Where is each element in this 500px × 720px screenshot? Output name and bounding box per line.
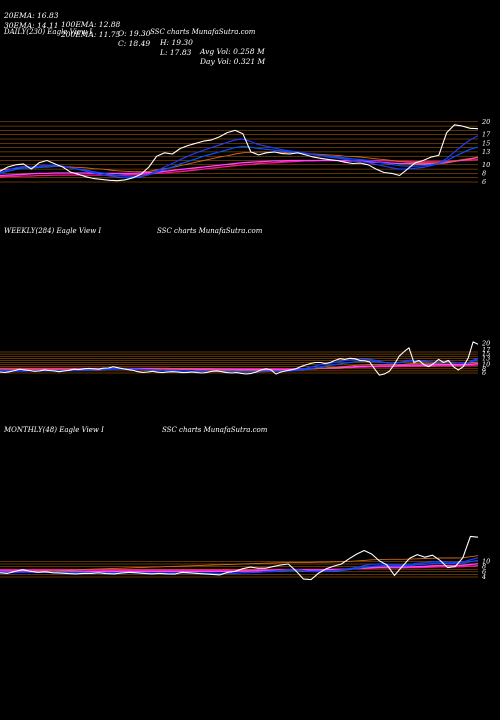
monthly-panel-title: MONTHLY(48) Eagle View I: [4, 426, 104, 434]
avg-vol-readout: Avg Vol: 0.258 M: [200, 47, 265, 56]
daily-ema100-line: [0, 156, 479, 177]
monthly-panel-watermark: SSC charts MunafaSutra.com: [162, 426, 268, 434]
monthly-ema20-line: [0, 557, 479, 575]
weekly-y-tick-label: 20: [481, 340, 490, 348]
monthly-ema100-line: [0, 563, 479, 572]
daily-panel-title: DAILY(230) Eagle View I: [4, 28, 92, 36]
daily-y-tick-label: 20: [481, 118, 490, 126]
weekly-y-tick-label: 10: [482, 361, 490, 369]
monthly-y-tick-label: 10: [482, 557, 490, 565]
monthly-y-tick-label: 8: [482, 563, 486, 571]
monthly-y-tick-label: 6: [482, 568, 486, 576]
daily-y-tick-label: 8: [482, 169, 486, 177]
daily-y-tick-label: 6: [482, 178, 486, 186]
ema200-readout: 200EMA: 11.75: [61, 30, 121, 39]
ema30-readout: 30EMA: 14.11: [4, 21, 59, 30]
weekly-price-line: [0, 341, 479, 376]
daily-y-tick-label: 13: [482, 148, 490, 156]
close-readout: C: 18.49: [118, 39, 151, 48]
ema20-readout: 20EMA: 16.83: [4, 11, 59, 20]
monthly-slow-line: [0, 555, 479, 574]
weekly-y-tick-label: 8: [482, 365, 486, 373]
ema100-readout: 100EMA: 12.88: [61, 20, 121, 29]
weekly-y-tick-label: 6: [482, 369, 486, 377]
open-readout: O: 19.30: [118, 29, 151, 38]
daily-price-line: [0, 124, 479, 182]
weekly-panel-title: WEEKLY(284) Eagle View I: [4, 227, 102, 235]
daily-ema20-line: [0, 135, 479, 179]
daily-panel-watermark: SSC charts MunafaSutra.com: [150, 28, 256, 36]
daily-y-tick-label: 17: [482, 131, 491, 139]
day-vol-readout: Day Vol: 0.321 M: [200, 57, 266, 66]
monthly-y-tick-label: 4: [481, 573, 486, 581]
indicator-header-row-2: 30EMA: 14.11 200EMA: 11.75 C: 18.49 L: 1…: [4, 12, 265, 66]
weekly-ema20-line: [0, 357, 479, 373]
daily-y-tick-label: 10: [482, 161, 490, 169]
low-readout: L: 17.83: [160, 48, 192, 57]
daily-slow-line: [0, 151, 479, 173]
indicator-header-row-1: 20EMA: 16.83 100EMA: 12.88 O: 19.30 H: 1…: [4, 2, 265, 56]
weekly-y-tick-label: 13: [482, 354, 490, 362]
daily-y-tick-label: 15: [482, 139, 490, 147]
weekly-y-tick-label: 17: [482, 346, 491, 354]
weekly-panel-watermark: SSC charts MunafaSutra.com: [157, 227, 263, 235]
monthly-price-line: [0, 535, 479, 581]
high-readout: H: 19.30: [160, 38, 193, 47]
weekly-y-tick-label: 15: [482, 350, 490, 358]
